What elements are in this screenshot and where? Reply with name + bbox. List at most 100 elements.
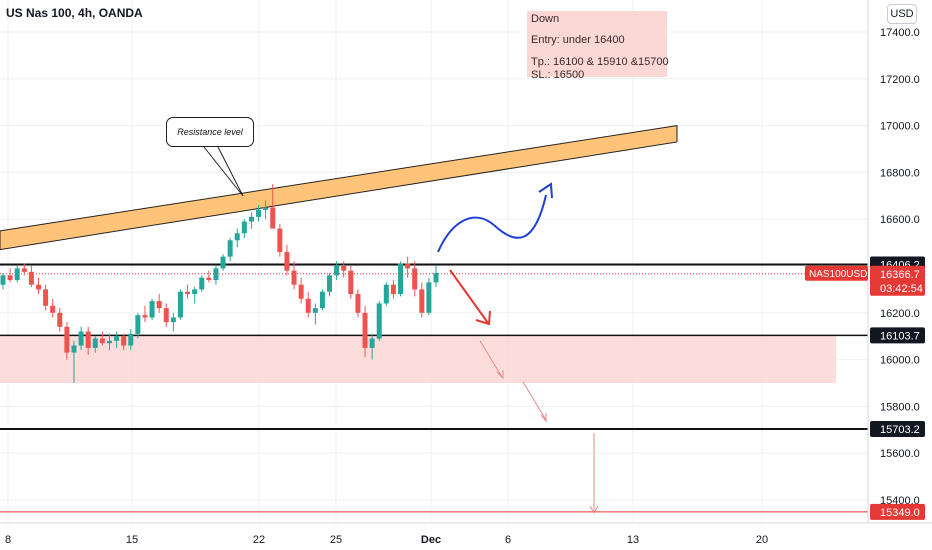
candle-body (163, 308, 169, 323)
candle-body (14, 268, 20, 281)
candle-body (234, 233, 240, 241)
bullish-scenario-path (437, 194, 547, 253)
tag-level-mid-bg (870, 327, 925, 344)
candle-body (85, 331, 91, 348)
candle-body (192, 289, 198, 295)
x-tick-label: 6 (505, 534, 511, 546)
candle-body (405, 263, 411, 269)
candle-body (390, 284, 396, 295)
x-tick-label: Dec (421, 534, 441, 546)
candle-body (355, 294, 361, 313)
y-tick-label: 16000.0 (880, 355, 920, 367)
candle-body (256, 209, 262, 217)
callout-pointer (203, 146, 244, 197)
candle-body (312, 308, 318, 313)
bearish-arrow (449, 269, 491, 326)
symbol-tag-bg (805, 265, 868, 281)
candle-body (376, 303, 382, 339)
candle-body (185, 291, 191, 295)
candle-body (43, 289, 49, 306)
candle-body (57, 312, 63, 327)
y-tick-label: 17000.0 (880, 121, 920, 133)
candle-body (135, 315, 141, 334)
candle-body (35, 284, 41, 290)
y-tick-label: 16800.0 (880, 167, 920, 179)
resistance-channel (0, 125, 678, 251)
candle-body (71, 345, 77, 353)
candle-body (419, 289, 425, 313)
candle-body (433, 273, 439, 283)
candle-body (369, 338, 375, 348)
candle-body (156, 301, 162, 309)
candle-body (327, 275, 333, 292)
candle-body (142, 315, 148, 318)
currency-button[interactable]: USD (887, 4, 917, 24)
y-tick-label: 17400.0 (880, 27, 920, 39)
candle-body (348, 270, 354, 295)
candle-body (412, 268, 418, 290)
candle-body (149, 301, 155, 318)
candle-body (28, 271, 34, 285)
tag-level-low-bg (870, 421, 925, 438)
note-direction: Down (531, 13, 560, 25)
candle-body (213, 268, 219, 281)
projection-arrow-1 (479, 340, 504, 380)
y-tick-label: 17200.0 (880, 74, 920, 86)
candle-body (50, 305, 56, 313)
candle-body (319, 291, 325, 309)
support-zone (0, 335, 836, 383)
candle-body (114, 336, 120, 341)
symbol-tag: NAS100USD (809, 269, 867, 280)
resistance-callout: Resistance level (166, 117, 254, 147)
candle-body (284, 251, 290, 271)
candle-body (78, 331, 84, 346)
tag-level-mid: 16103.7 (880, 330, 920, 342)
tag-level-bottom: 15349.0 (880, 507, 920, 519)
candle-body (248, 216, 254, 222)
candle-body (241, 221, 247, 234)
y-tick-label: 16200.0 (880, 308, 920, 320)
candle-body (92, 338, 98, 348)
x-tick-label: 25 (330, 534, 342, 546)
tag-level-low: 15703.2 (880, 424, 920, 436)
chart-grid (0, 0, 868, 523)
current-price-tag-bg (870, 265, 925, 296)
candle-body (362, 312, 368, 348)
chart-title: US Nas 100, 4h, OANDA (6, 6, 143, 20)
candle-body (121, 336, 127, 346)
candle-body (277, 228, 283, 252)
price-levels (0, 263, 868, 513)
candle-body (270, 207, 276, 229)
candle-body (206, 277, 212, 281)
candles (0, 184, 439, 383)
candle-body (220, 256, 226, 269)
candle-body (263, 207, 269, 210)
x-tick-label: 22 (253, 534, 265, 546)
candle-body (21, 268, 27, 272)
y-tick-label: 16600.0 (880, 214, 920, 226)
y-tick-label: 15800.0 (880, 401, 920, 413)
candle-body (177, 291, 183, 318)
candle-body (305, 298, 311, 313)
candle-body (0, 275, 6, 285)
candle-body (7, 275, 13, 281)
note-tp: Tp.: 16100 & 15910 &15700 (531, 56, 669, 68)
candle-body (99, 338, 105, 344)
y-tick-label: 15600.0 (880, 448, 920, 460)
candle-body (64, 326, 70, 353)
x-tick-label: 20 (756, 534, 768, 546)
note-entry: Entry: under 16400 (531, 34, 625, 46)
bullish-arrow-head (538, 182, 553, 199)
candle-body (383, 284, 389, 304)
x-tick-label: 8 (5, 534, 11, 546)
candle-body (106, 340, 112, 344)
candle-body (128, 333, 134, 346)
trade-note: Down Entry: under 16400 Tp.: 16100 & 159… (527, 11, 669, 81)
candle-body (426, 282, 432, 313)
candle-body (199, 277, 205, 290)
x-tick-label: 15 (126, 534, 138, 546)
tag-level-bottom-bg (870, 503, 925, 520)
countdown: 03:42:54 (880, 283, 923, 295)
